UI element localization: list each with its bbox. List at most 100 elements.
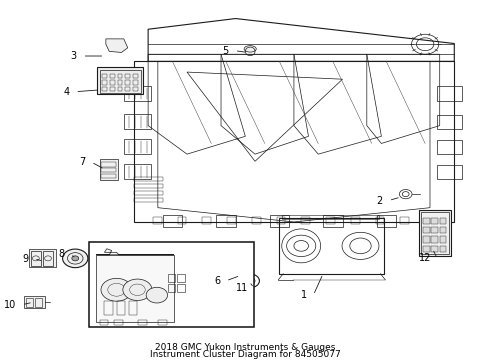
Bar [102, 162, 116, 167]
Bar [436, 140, 461, 154]
Bar [133, 198, 163, 202]
Bar [269, 215, 288, 227]
Bar [133, 74, 138, 78]
Bar [167, 284, 175, 292]
Bar [128, 301, 137, 315]
Bar [325, 217, 334, 224]
Circle shape [72, 256, 79, 261]
Bar [439, 236, 445, 243]
Bar [123, 139, 150, 154]
Circle shape [146, 287, 167, 303]
Bar [202, 217, 211, 224]
Polygon shape [105, 39, 127, 53]
Bar [109, 80, 114, 85]
Bar [177, 284, 184, 292]
Bar [133, 87, 138, 91]
Bar [436, 165, 461, 179]
Bar [430, 236, 437, 243]
Bar [26, 298, 33, 307]
Bar [153, 217, 162, 224]
Bar [117, 87, 122, 91]
Bar [251, 217, 260, 224]
Bar [35, 298, 41, 307]
Text: 6: 6 [213, 276, 220, 286]
Text: 1: 1 [301, 290, 307, 300]
Bar [97, 67, 143, 94]
Bar [109, 87, 114, 91]
Bar [400, 217, 408, 224]
Polygon shape [96, 249, 174, 255]
Bar [301, 217, 309, 224]
Bar [281, 215, 378, 219]
Text: 7: 7 [79, 157, 85, 167]
Bar [109, 74, 114, 78]
Bar [116, 301, 125, 315]
Bar [436, 86, 461, 101]
Bar [100, 69, 141, 93]
Bar [123, 86, 150, 101]
Text: 3: 3 [70, 51, 77, 61]
Circle shape [239, 274, 244, 278]
Bar [227, 217, 236, 224]
Bar [376, 215, 395, 227]
Text: 2: 2 [376, 195, 382, 206]
Bar [42, 251, 53, 266]
Bar [102, 74, 106, 78]
Bar [133, 177, 163, 181]
Bar [89, 242, 254, 327]
Bar [420, 212, 448, 254]
Bar [102, 80, 106, 85]
Bar [422, 227, 428, 233]
Bar [117, 74, 122, 78]
Bar [123, 164, 150, 179]
Circle shape [122, 279, 152, 301]
Text: 12: 12 [418, 253, 430, 264]
Bar [430, 218, 437, 224]
Bar [216, 215, 235, 227]
Text: 10: 10 [4, 300, 16, 310]
Bar [100, 159, 118, 180]
Bar [439, 227, 445, 233]
Text: Instrument Cluster Diagram for 84505077: Instrument Cluster Diagram for 84505077 [150, 350, 340, 359]
Bar [163, 215, 182, 227]
Bar [167, 274, 175, 282]
Bar [125, 74, 130, 78]
Bar [279, 219, 383, 274]
Text: 8: 8 [58, 249, 64, 259]
Bar [424, 217, 433, 224]
Bar [422, 236, 428, 243]
Bar [114, 320, 122, 325]
Bar [422, 246, 428, 252]
Bar [96, 255, 174, 322]
Text: 5: 5 [222, 46, 228, 56]
Bar [375, 217, 384, 224]
Bar [177, 217, 186, 224]
Bar [133, 191, 163, 195]
Bar [123, 114, 150, 129]
Text: 9: 9 [22, 254, 28, 264]
Bar [439, 218, 445, 224]
Bar [430, 246, 437, 252]
Bar [102, 174, 116, 178]
Bar [117, 80, 122, 85]
Circle shape [62, 249, 88, 267]
Bar [104, 301, 113, 315]
Bar [418, 210, 450, 256]
Bar [323, 215, 342, 227]
Bar [276, 217, 285, 224]
Text: 2018 GMC Yukon Instruments & Gauges: 2018 GMC Yukon Instruments & Gauges [155, 343, 335, 352]
Bar [430, 227, 437, 233]
Text: 11: 11 [236, 283, 248, 293]
Bar [102, 168, 116, 172]
Bar [177, 274, 184, 282]
Bar [350, 217, 359, 224]
Bar [102, 87, 106, 91]
Circle shape [101, 278, 132, 301]
Ellipse shape [244, 46, 256, 52]
Bar [125, 87, 130, 91]
Bar [24, 296, 44, 308]
Bar [125, 80, 130, 85]
Bar [422, 218, 428, 224]
Bar [158, 320, 166, 325]
Bar [29, 249, 56, 266]
